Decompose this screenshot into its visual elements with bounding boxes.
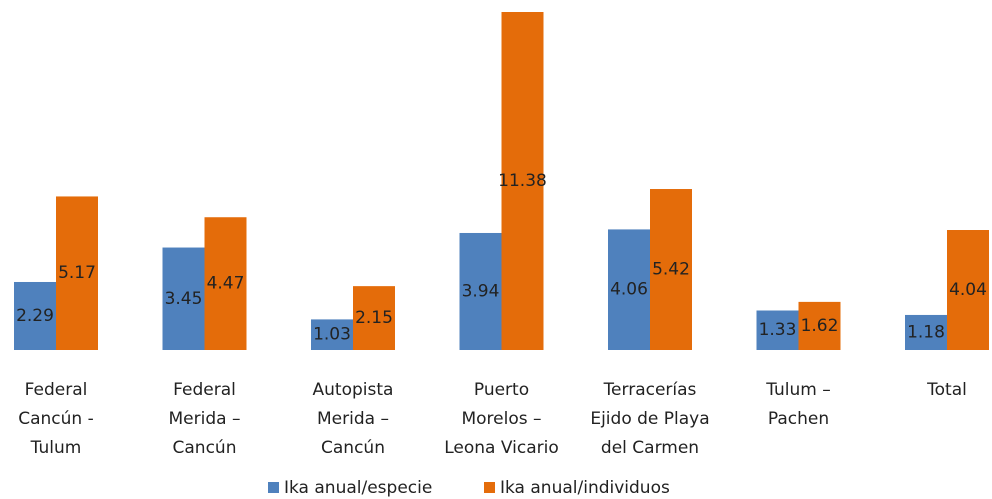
x-tick-label: Merida –	[169, 409, 241, 429]
x-tick-label: Tulum	[30, 438, 82, 458]
value-label: 5.42	[652, 260, 690, 280]
bar	[353, 286, 395, 350]
bar	[798, 301, 841, 350]
x-tick-label: Puerto	[474, 380, 529, 400]
value-label: 4.47	[207, 274, 245, 294]
bar	[608, 229, 650, 350]
bar	[650, 189, 692, 350]
bar	[459, 232, 502, 350]
x-tick-label: Federal	[173, 380, 236, 400]
value-label: 2.15	[355, 308, 393, 328]
legend-label: Ika anual/especie	[284, 478, 432, 498]
bar	[501, 12, 544, 350]
bar	[905, 314, 947, 350]
bar	[311, 319, 353, 350]
legend-swatch	[268, 482, 279, 493]
x-tick-label: Leona Vicario	[444, 438, 558, 458]
x-tick-label: Cancún	[321, 438, 385, 458]
value-label: 1.33	[759, 320, 797, 340]
bar	[14, 281, 56, 350]
value-label: 1.03	[313, 325, 351, 345]
bar	[204, 217, 247, 350]
x-tick-label: Pachen	[768, 409, 829, 429]
bar	[947, 230, 989, 350]
x-tick-label: Terracerías	[603, 380, 697, 400]
legend-swatch	[484, 482, 495, 493]
x-tick-label: Autopista	[313, 380, 394, 400]
value-label: 3.94	[462, 281, 500, 301]
legend-label: Ika anual/individuos	[500, 478, 670, 498]
value-label: 5.17	[58, 263, 96, 283]
bar	[162, 247, 205, 350]
value-label: 1.18	[907, 322, 945, 342]
value-label: 4.06	[610, 280, 648, 300]
x-tick-label: Ejido de Playa	[590, 409, 709, 429]
value-label: 3.45	[165, 289, 203, 309]
bar	[56, 196, 98, 350]
x-tick-label: Cancún -	[18, 409, 94, 429]
x-tick-label: Federal	[25, 380, 88, 400]
value-label: 1.62	[801, 316, 839, 336]
x-tick-label: del Carmen	[601, 438, 699, 458]
value-label: 4.04	[949, 280, 987, 300]
bar	[756, 310, 799, 350]
x-tick-label: Total	[926, 380, 967, 400]
x-tick-label: Tulum –	[765, 380, 831, 400]
value-label: 11.38	[498, 171, 547, 191]
x-tick-label: Morelos –	[461, 409, 541, 429]
x-tick-label: Merida –	[317, 409, 389, 429]
value-label: 2.29	[16, 306, 54, 326]
x-tick-label: Cancún	[173, 438, 237, 458]
